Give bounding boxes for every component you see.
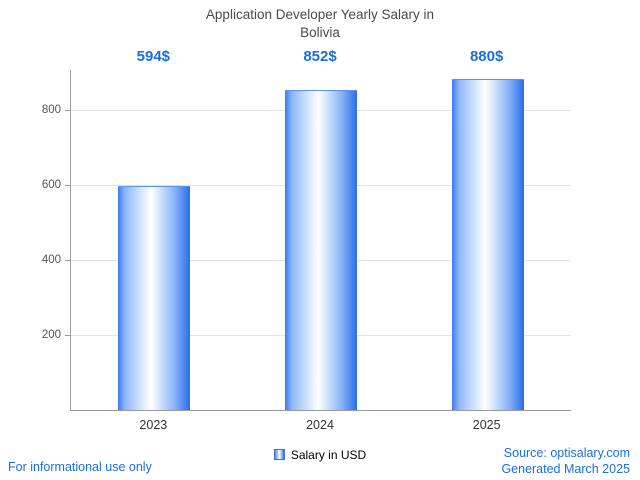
value-label-2023: 594$ [136, 48, 171, 65]
bar-2024 [285, 89, 357, 410]
disclaimer-text: For informational use only [8, 460, 152, 474]
legend-marker-icon [273, 449, 285, 460]
y-axis-tick [65, 260, 71, 262]
bar-2023 [118, 186, 191, 410]
generated-date: Generated March 2025 [501, 462, 630, 476]
y-axis-tick-label-800: 800 [41, 104, 61, 117]
y-axis-tick-label-200: 200 [41, 329, 61, 342]
x-axis-label-2024: 2024 [306, 418, 334, 432]
bar-2025 [451, 79, 524, 410]
legend-label: Salary in USD [290, 448, 367, 462]
chart-title: Application Developer Yearly Salary in B… [0, 6, 640, 41]
chart-title-text: Application Developer Yearly Salary in B… [205, 7, 435, 40]
legend: Salary in USD [0, 448, 640, 462]
y-axis-tick-label-400: 400 [41, 254, 61, 267]
value-label-2024: 852$ [303, 48, 337, 65]
value-label-2025: 880$ [469, 48, 504, 65]
x-axis-label-2023: 2023 [139, 418, 168, 432]
source-block: Source: optisalary.com Generated March 2… [501, 445, 630, 477]
y-axis-tick [65, 335, 71, 337]
y-axis-tick [65, 110, 71, 112]
y-axis-tick [65, 185, 71, 187]
y-axis-tick-label-600: 600 [41, 179, 61, 192]
source-link[interactable]: Source: optisalary.com [503, 446, 630, 460]
plot-area: 200 400 600 800 [42, 70, 571, 411]
x-axis-label-2025: 2025 [472, 418, 501, 432]
